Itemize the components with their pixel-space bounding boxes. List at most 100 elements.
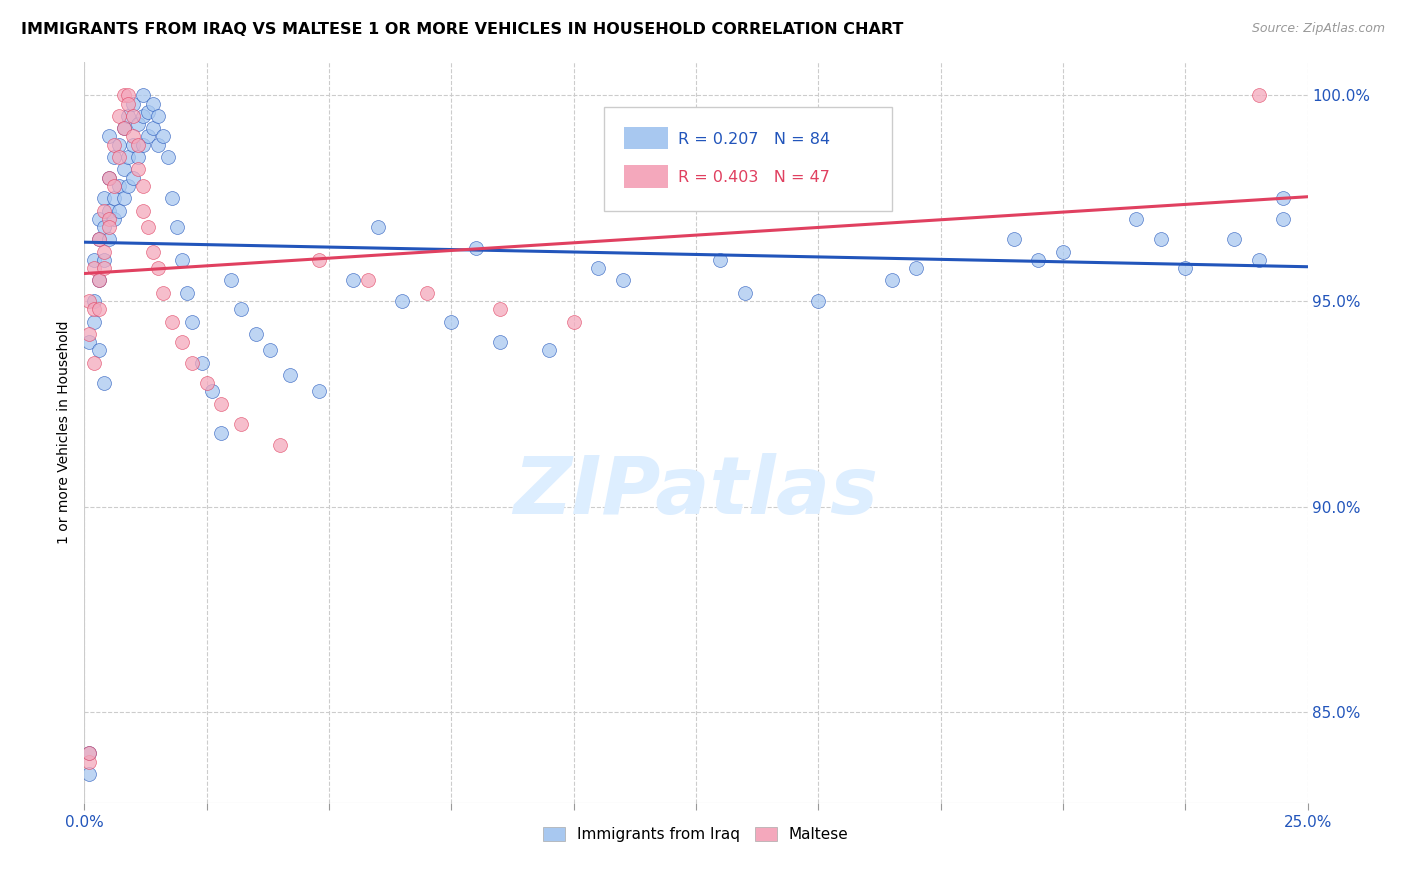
Point bbox=[83, 302, 105, 317]
Point bbox=[391, 293, 413, 308]
Point bbox=[586, 261, 609, 276]
Point bbox=[87, 343, 110, 358]
Point bbox=[132, 203, 155, 218]
Point bbox=[195, 376, 218, 391]
Point bbox=[112, 121, 135, 136]
FancyBboxPatch shape bbox=[624, 165, 668, 187]
Point bbox=[87, 232, 110, 246]
Point bbox=[83, 293, 105, 308]
Point bbox=[97, 203, 120, 218]
Point bbox=[107, 150, 129, 164]
Point bbox=[93, 203, 115, 218]
Text: ZIPatlas: ZIPatlas bbox=[513, 453, 879, 531]
Point bbox=[489, 302, 512, 317]
Point bbox=[1150, 232, 1173, 246]
Point bbox=[83, 252, 105, 267]
Point bbox=[162, 191, 184, 205]
Point bbox=[103, 178, 125, 193]
Point bbox=[156, 150, 179, 164]
Point bbox=[122, 129, 145, 144]
Point bbox=[132, 137, 155, 152]
Point bbox=[181, 314, 204, 328]
Point bbox=[1247, 88, 1270, 103]
Point bbox=[87, 211, 110, 226]
Point bbox=[103, 211, 125, 226]
Point bbox=[200, 384, 222, 399]
Y-axis label: 1 or more Vehicles in Household: 1 or more Vehicles in Household bbox=[58, 321, 72, 544]
Point bbox=[117, 178, 139, 193]
Point bbox=[107, 137, 129, 152]
Point bbox=[77, 335, 100, 350]
Point bbox=[162, 314, 184, 328]
Point bbox=[146, 137, 169, 152]
Point bbox=[734, 285, 756, 300]
Point bbox=[709, 252, 731, 267]
Point bbox=[127, 150, 149, 164]
Point bbox=[97, 219, 120, 234]
Point bbox=[112, 191, 135, 205]
Point bbox=[107, 203, 129, 218]
Point bbox=[416, 285, 439, 300]
Point bbox=[83, 356, 105, 370]
Point bbox=[367, 219, 389, 234]
Text: R = 0.403   N = 47: R = 0.403 N = 47 bbox=[678, 170, 830, 186]
Point bbox=[269, 438, 291, 452]
Text: IMMIGRANTS FROM IRAQ VS MALTESE 1 OR MORE VEHICLES IN HOUSEHOLD CORRELATION CHAR: IMMIGRANTS FROM IRAQ VS MALTESE 1 OR MOR… bbox=[21, 22, 904, 37]
Point bbox=[880, 273, 903, 287]
Point bbox=[103, 150, 125, 164]
Point bbox=[122, 137, 145, 152]
Point bbox=[107, 109, 129, 123]
Point bbox=[245, 326, 267, 341]
Point bbox=[97, 170, 120, 185]
Point bbox=[112, 162, 135, 177]
Point bbox=[1125, 211, 1147, 226]
FancyBboxPatch shape bbox=[605, 107, 891, 211]
Point bbox=[905, 261, 928, 276]
Point bbox=[1028, 252, 1050, 267]
Point bbox=[77, 747, 100, 761]
Point bbox=[97, 170, 120, 185]
Point bbox=[146, 261, 169, 276]
Point bbox=[612, 273, 634, 287]
Point bbox=[132, 88, 155, 103]
Point bbox=[1272, 191, 1295, 205]
Point bbox=[308, 252, 330, 267]
Point bbox=[87, 273, 110, 287]
Point bbox=[152, 129, 174, 144]
Point bbox=[77, 326, 100, 341]
Point bbox=[97, 211, 120, 226]
Point bbox=[1174, 261, 1197, 276]
Point bbox=[97, 232, 120, 246]
Point bbox=[77, 755, 100, 769]
Point bbox=[117, 96, 139, 111]
Point bbox=[93, 376, 115, 391]
Point bbox=[112, 88, 135, 103]
Point bbox=[87, 302, 110, 317]
Point bbox=[132, 109, 155, 123]
Point bbox=[181, 356, 204, 370]
Point bbox=[176, 285, 198, 300]
Point bbox=[136, 219, 159, 234]
Legend: Immigrants from Iraq, Maltese: Immigrants from Iraq, Maltese bbox=[537, 822, 855, 848]
Point bbox=[489, 335, 512, 350]
Point bbox=[142, 244, 165, 259]
Point bbox=[1223, 232, 1246, 246]
Point bbox=[87, 232, 110, 246]
Point bbox=[278, 368, 301, 382]
Point bbox=[93, 244, 115, 259]
Point bbox=[538, 343, 561, 358]
Point bbox=[1002, 232, 1025, 246]
Point bbox=[229, 302, 252, 317]
Point bbox=[172, 335, 194, 350]
Point bbox=[191, 356, 214, 370]
Point bbox=[152, 285, 174, 300]
Point bbox=[136, 104, 159, 119]
Point bbox=[83, 314, 105, 328]
Point bbox=[342, 273, 364, 287]
Point bbox=[464, 240, 486, 254]
Point bbox=[117, 88, 139, 103]
Point bbox=[93, 191, 115, 205]
Point bbox=[1052, 244, 1074, 259]
Point bbox=[1247, 252, 1270, 267]
Point bbox=[112, 121, 135, 136]
